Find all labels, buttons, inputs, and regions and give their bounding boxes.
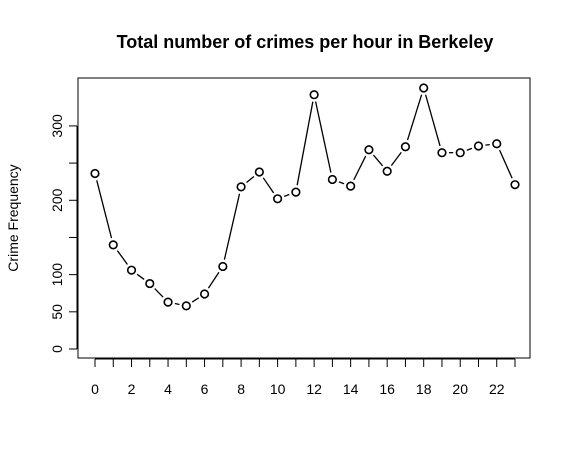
series-segment bbox=[485, 143, 490, 146]
series-segment bbox=[283, 193, 290, 197]
series-segment bbox=[207, 271, 220, 289]
series-segment bbox=[223, 193, 241, 260]
y-tick-label: 100 bbox=[49, 263, 65, 287]
series-segment bbox=[353, 155, 367, 181]
series-segment bbox=[174, 302, 180, 306]
series-segment bbox=[338, 181, 345, 185]
data-point bbox=[108, 240, 118, 250]
series-segment bbox=[246, 175, 255, 183]
series-segment bbox=[314, 101, 332, 173]
x-tick-label: 4 bbox=[164, 381, 172, 397]
series-segment bbox=[136, 273, 145, 280]
y-tick-label: 0 bbox=[49, 345, 65, 353]
data-point bbox=[90, 168, 100, 179]
data-point bbox=[346, 181, 356, 191]
data-point bbox=[510, 180, 520, 190]
series-segment bbox=[466, 147, 473, 151]
data-point bbox=[273, 194, 283, 204]
y-tick-label: 300 bbox=[49, 114, 65, 138]
data-point bbox=[327, 174, 337, 185]
data-point bbox=[126, 265, 137, 275]
data-point bbox=[382, 166, 392, 176]
x-tick-label: 22 bbox=[489, 381, 505, 397]
plot-frame bbox=[77, 77, 531, 359]
x-tick-label: 20 bbox=[452, 381, 468, 397]
data-point bbox=[199, 289, 210, 299]
series-segment bbox=[154, 288, 164, 298]
series-crimes bbox=[90, 83, 520, 311]
data-point bbox=[236, 182, 246, 192]
series-segment bbox=[262, 177, 275, 194]
data-point bbox=[400, 142, 411, 152]
data-point bbox=[309, 90, 319, 100]
x-tick-label: 2 bbox=[128, 381, 136, 397]
data-point bbox=[364, 145, 374, 155]
data-point bbox=[181, 301, 191, 311]
y-axis-label: Crime Frequency bbox=[5, 164, 21, 271]
series-segment bbox=[406, 94, 423, 141]
y-tick-label: 200 bbox=[49, 188, 65, 212]
series-segment bbox=[96, 180, 113, 239]
data-point bbox=[291, 187, 301, 197]
series-segment bbox=[116, 250, 128, 265]
chart-title: Total number of crimes per hour in Berke… bbox=[117, 32, 494, 52]
data-point bbox=[145, 278, 155, 289]
x-tick-label: 8 bbox=[237, 381, 245, 397]
series-segment bbox=[191, 297, 200, 303]
series-segment bbox=[498, 149, 513, 179]
data-point bbox=[218, 261, 228, 272]
y-axis: 0 50 100 200 300 bbox=[49, 114, 78, 353]
data-point bbox=[163, 297, 173, 307]
data-point bbox=[419, 83, 429, 93]
data-point bbox=[254, 167, 264, 177]
x-tick-label: 12 bbox=[306, 381, 322, 397]
y-tick-label: 50 bbox=[49, 304, 65, 320]
x-axis: 0 2 4 6 8 10 12 14 16 18 20 22 bbox=[91, 358, 516, 397]
x-tick-label: 0 bbox=[91, 381, 99, 397]
x-tick-label: 10 bbox=[270, 381, 286, 397]
x-tick-label: 6 bbox=[201, 381, 209, 397]
data-point bbox=[492, 139, 502, 149]
x-tick-label: 16 bbox=[379, 381, 395, 397]
series-segment bbox=[390, 151, 402, 167]
data-point bbox=[455, 148, 465, 158]
x-tick-label: 14 bbox=[343, 381, 359, 397]
series-segment bbox=[372, 154, 384, 167]
x-tick-label: 18 bbox=[416, 381, 432, 397]
series-segment bbox=[296, 101, 314, 186]
data-point bbox=[437, 148, 447, 158]
data-point bbox=[473, 141, 484, 151]
series-segment bbox=[424, 94, 441, 147]
